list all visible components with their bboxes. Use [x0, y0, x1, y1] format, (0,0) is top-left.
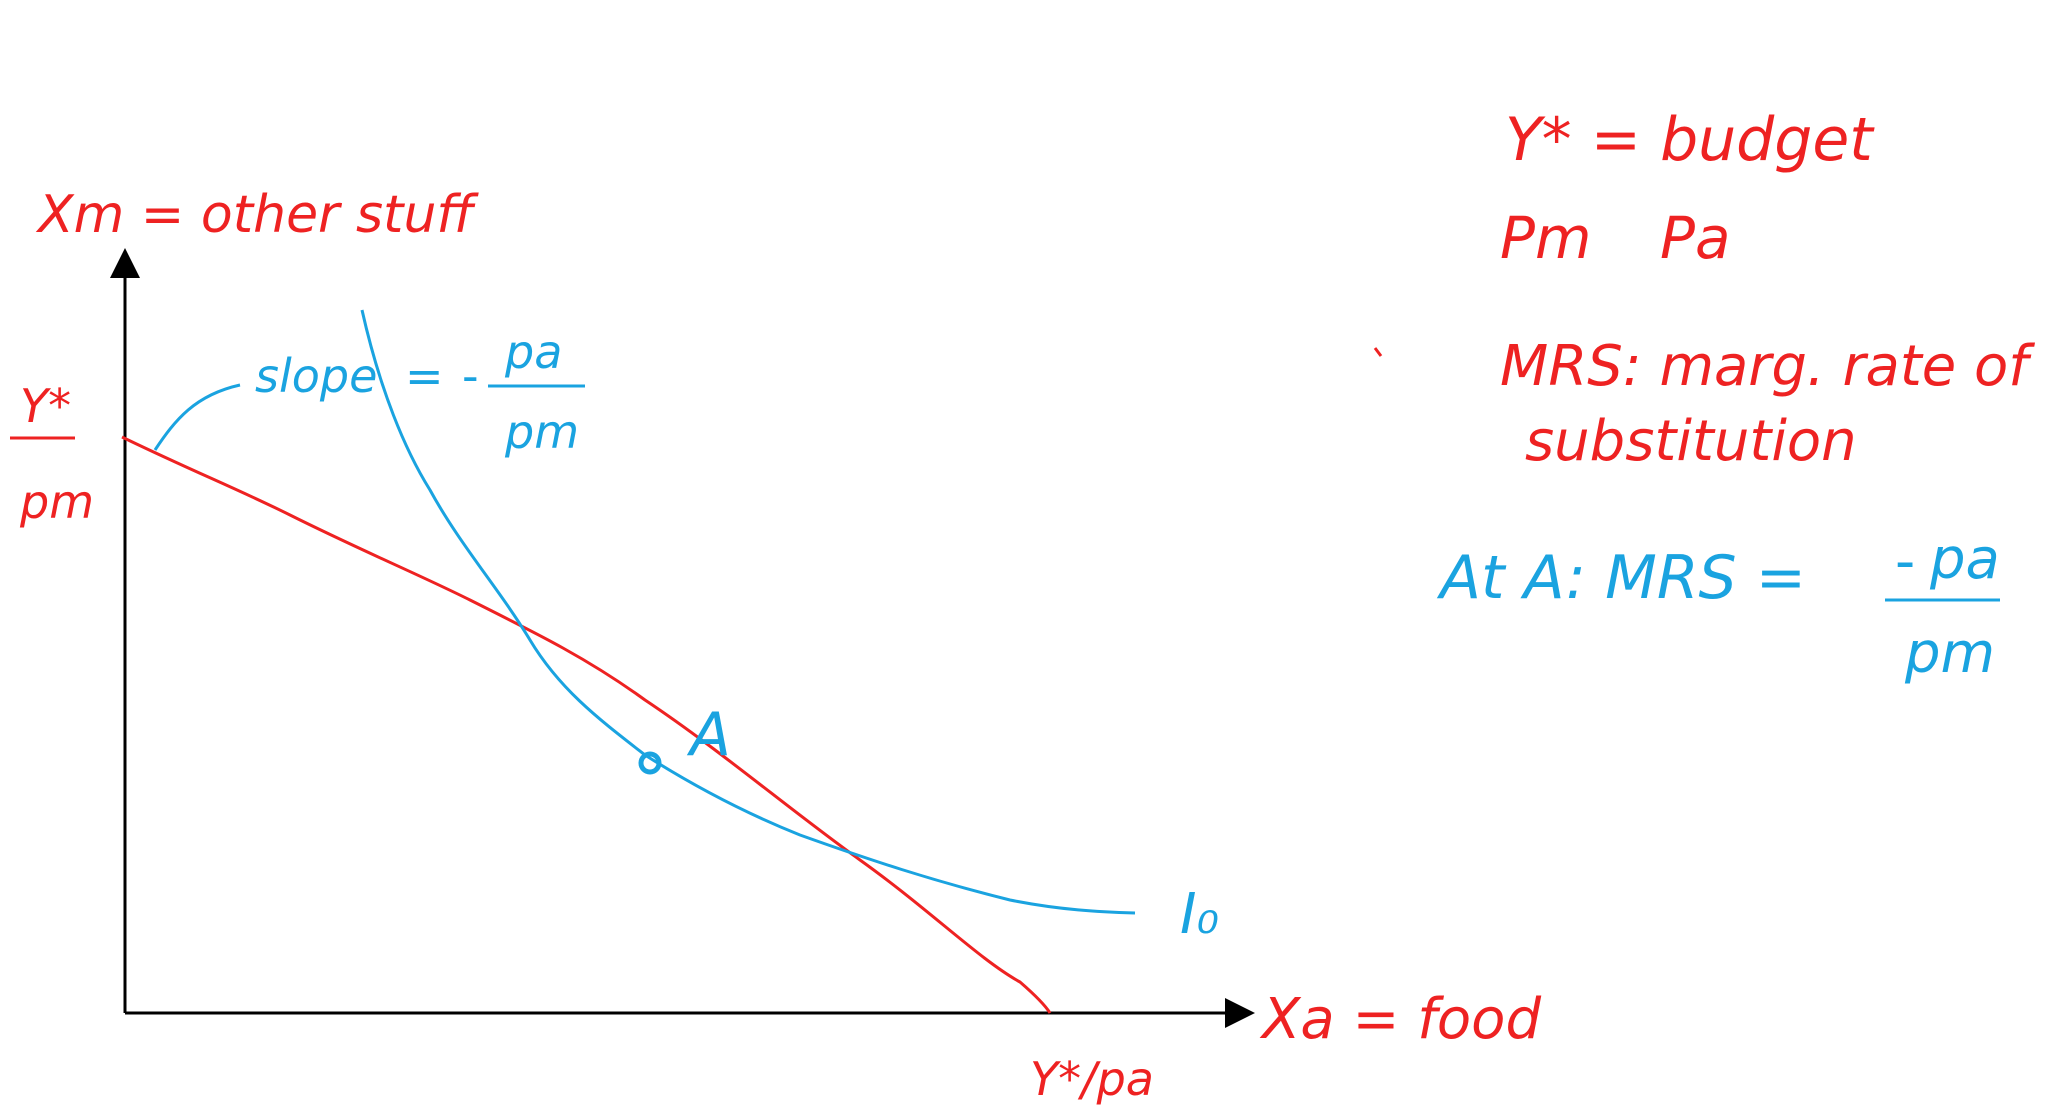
note-price-a: Pa — [1660, 204, 1731, 272]
indifference-curve-label: I₀ — [1180, 882, 1219, 947]
slope-note-denominator: pm — [504, 405, 579, 459]
slope-note-prefix: slope — [255, 349, 377, 403]
note-price-m: Pm — [1500, 204, 1591, 272]
budget-line — [121, 435, 1052, 1014]
x-axis-label: Xa = food — [1259, 987, 1541, 1052]
stray-mark — [1373, 347, 1383, 357]
note-mrs-definition: MRS: marg. rate of — [1500, 334, 2035, 399]
note-mrs-numerator: pa — [1929, 527, 2000, 592]
note-mrs-condition: At A: MRS = — [1436, 543, 1806, 613]
tangency-point-a — [638, 751, 662, 775]
note-budget: Y* = budget — [1505, 105, 1875, 175]
point-a-label: A — [686, 700, 731, 770]
note-mrs-minus: - — [1895, 529, 1915, 594]
y-axis-label: Xm = other stuff — [35, 185, 479, 245]
slope-note-equals: = — [405, 349, 444, 403]
note-mrs-denominator: pm — [1904, 621, 1995, 686]
slope-note-numerator: pa — [504, 325, 562, 379]
slope-pointer — [153, 383, 241, 451]
y-intercept-denominator: pm — [19, 475, 94, 529]
y-intercept-numerator: Y* — [20, 379, 71, 433]
slope-note-minus: - — [462, 349, 479, 403]
x-intercept-label: Y*/pa — [1030, 1052, 1154, 1106]
note-substitution: substitution — [1525, 409, 1857, 474]
